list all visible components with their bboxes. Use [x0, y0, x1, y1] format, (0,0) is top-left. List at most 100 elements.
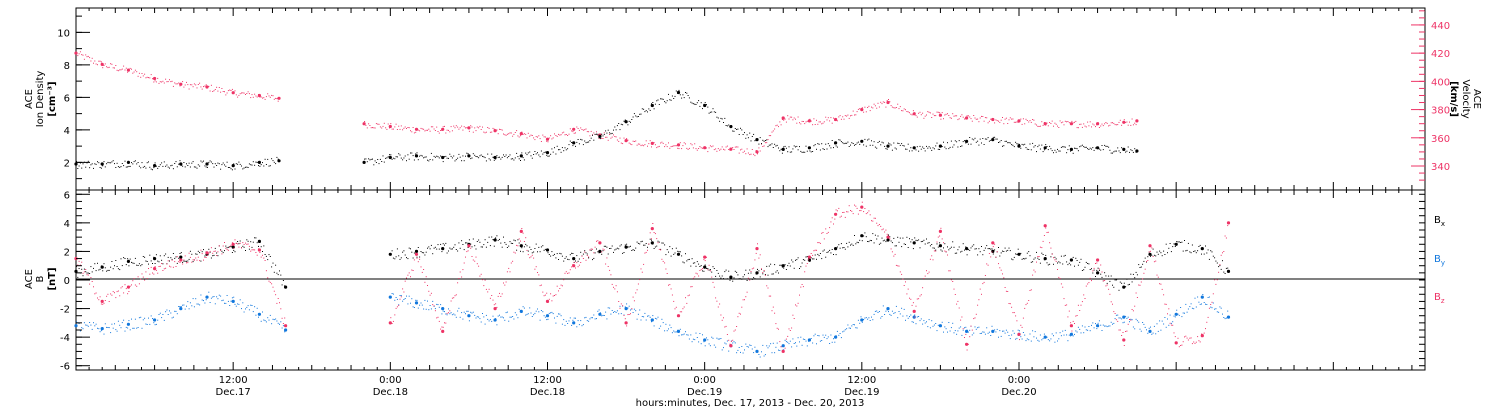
- trace-dot: [926, 321, 927, 323]
- trace-dot: [630, 245, 631, 247]
- trace-dot: [242, 168, 244, 170]
- trace-dot: [148, 161, 149, 163]
- data-point-velocity: [467, 126, 471, 130]
- x-tick-date-label: Dec.18: [530, 387, 565, 398]
- trace-dot: [939, 112, 941, 114]
- trace-dot: [546, 154, 548, 156]
- trace-dot: [929, 327, 931, 329]
- trace-dot: [157, 319, 159, 321]
- trace-dot: [787, 335, 789, 337]
- trace-dot: [416, 152, 418, 154]
- trace-dot: [162, 165, 164, 167]
- trace-dot: [825, 256, 827, 258]
- trace-dot: [1123, 321, 1125, 323]
- trace-dot: [744, 274, 745, 276]
- trace-dot: [590, 317, 592, 319]
- trace-dot: [540, 310, 542, 311]
- trace-dot: [694, 339, 696, 341]
- trace-dot: [821, 143, 823, 145]
- trace-dot: [936, 241, 938, 243]
- trace-dot: [623, 120, 625, 122]
- trace-dot: [734, 270, 736, 272]
- trace-dot: [436, 303, 438, 305]
- trace-dot: [648, 108, 650, 110]
- trace-dot: [379, 158, 381, 160]
- trace-dot: [235, 243, 237, 244]
- trace-dot: [442, 310, 444, 312]
- trace-dot: [472, 238, 474, 240]
- trace-dot: [957, 249, 959, 251]
- trace-dot: [851, 142, 853, 144]
- trace-dot: [839, 139, 841, 141]
- x-tick-time-label: 12:00: [847, 375, 876, 386]
- trace-dot: [550, 312, 552, 314]
- trace-dot: [719, 120, 721, 122]
- trace-dot: [1028, 251, 1030, 253]
- trace-dot: [1129, 151, 1130, 153]
- trace-dot: [882, 305, 884, 307]
- trace-dot: [833, 338, 834, 340]
- trace-dot: [191, 261, 193, 263]
- trace-dot: [1012, 259, 1014, 261]
- trace-dot: [636, 144, 638, 146]
- trace-dot: [632, 116, 634, 118]
- trace-dot: [103, 263, 105, 265]
- trace-dot: [812, 124, 814, 126]
- trace-dot: [413, 252, 415, 254]
- trace-dot: [230, 244, 232, 246]
- trace-dot: [1071, 149, 1073, 151]
- trace-dot: [230, 245, 232, 247]
- trace-dot: [671, 95, 673, 97]
- data-point-bx: [231, 245, 235, 249]
- trace-dot: [478, 239, 480, 241]
- trace-dot: [91, 163, 93, 165]
- trace-dot: [744, 349, 745, 351]
- trace-dot: [466, 127, 468, 129]
- trace-dot: [569, 128, 571, 130]
- trace-dot: [281, 327, 283, 329]
- trace-dot: [76, 52, 77, 54]
- trace-dot: [89, 322, 91, 323]
- data-point-bx: [179, 255, 183, 259]
- trace-dot: [415, 153, 417, 155]
- trace-dot: [471, 312, 473, 314]
- trace-dot: [390, 123, 392, 125]
- trace-dot: [145, 323, 147, 325]
- trace-dot: [97, 161, 98, 163]
- trace-dot: [432, 300, 434, 302]
- trace-dot: [203, 259, 204, 261]
- trace-dot: [1132, 326, 1134, 328]
- trace-dot: [757, 153, 758, 155]
- trace-dot: [1055, 151, 1057, 153]
- trace-dot: [1017, 329, 1019, 331]
- trace-dot: [237, 163, 239, 165]
- trace-dot: [593, 252, 595, 254]
- trace-dot: [688, 147, 690, 149]
- trace-dot: [661, 141, 663, 143]
- trace-dot: [700, 269, 702, 271]
- trace-dot: [1172, 246, 1174, 248]
- trace-dot: [237, 243, 239, 245]
- trace-dot: [918, 298, 920, 300]
- trace-dot: [704, 260, 706, 262]
- trace-dot: [683, 333, 685, 335]
- trace-dot: [1008, 335, 1010, 336]
- data-point-bz: [991, 241, 995, 245]
- trace-dot: [161, 259, 163, 261]
- data-point-bz: [650, 227, 654, 231]
- trace-dot: [656, 100, 658, 102]
- trace-dot: [596, 131, 597, 133]
- trace-dot: [683, 262, 685, 264]
- trace-dot: [1201, 333, 1202, 335]
- trace-dot: [923, 278, 925, 279]
- trace-dot: [734, 329, 736, 331]
- trace-dot: [610, 133, 612, 135]
- trace-dot: [1057, 125, 1058, 127]
- trace-dot: [1005, 329, 1007, 331]
- trace-dot: [558, 290, 559, 292]
- trace-dot: [825, 143, 827, 145]
- trace-dot: [839, 115, 841, 117]
- trace-dot: [768, 135, 770, 137]
- trace-dot: [1046, 146, 1048, 147]
- trace-dot: [389, 154, 390, 156]
